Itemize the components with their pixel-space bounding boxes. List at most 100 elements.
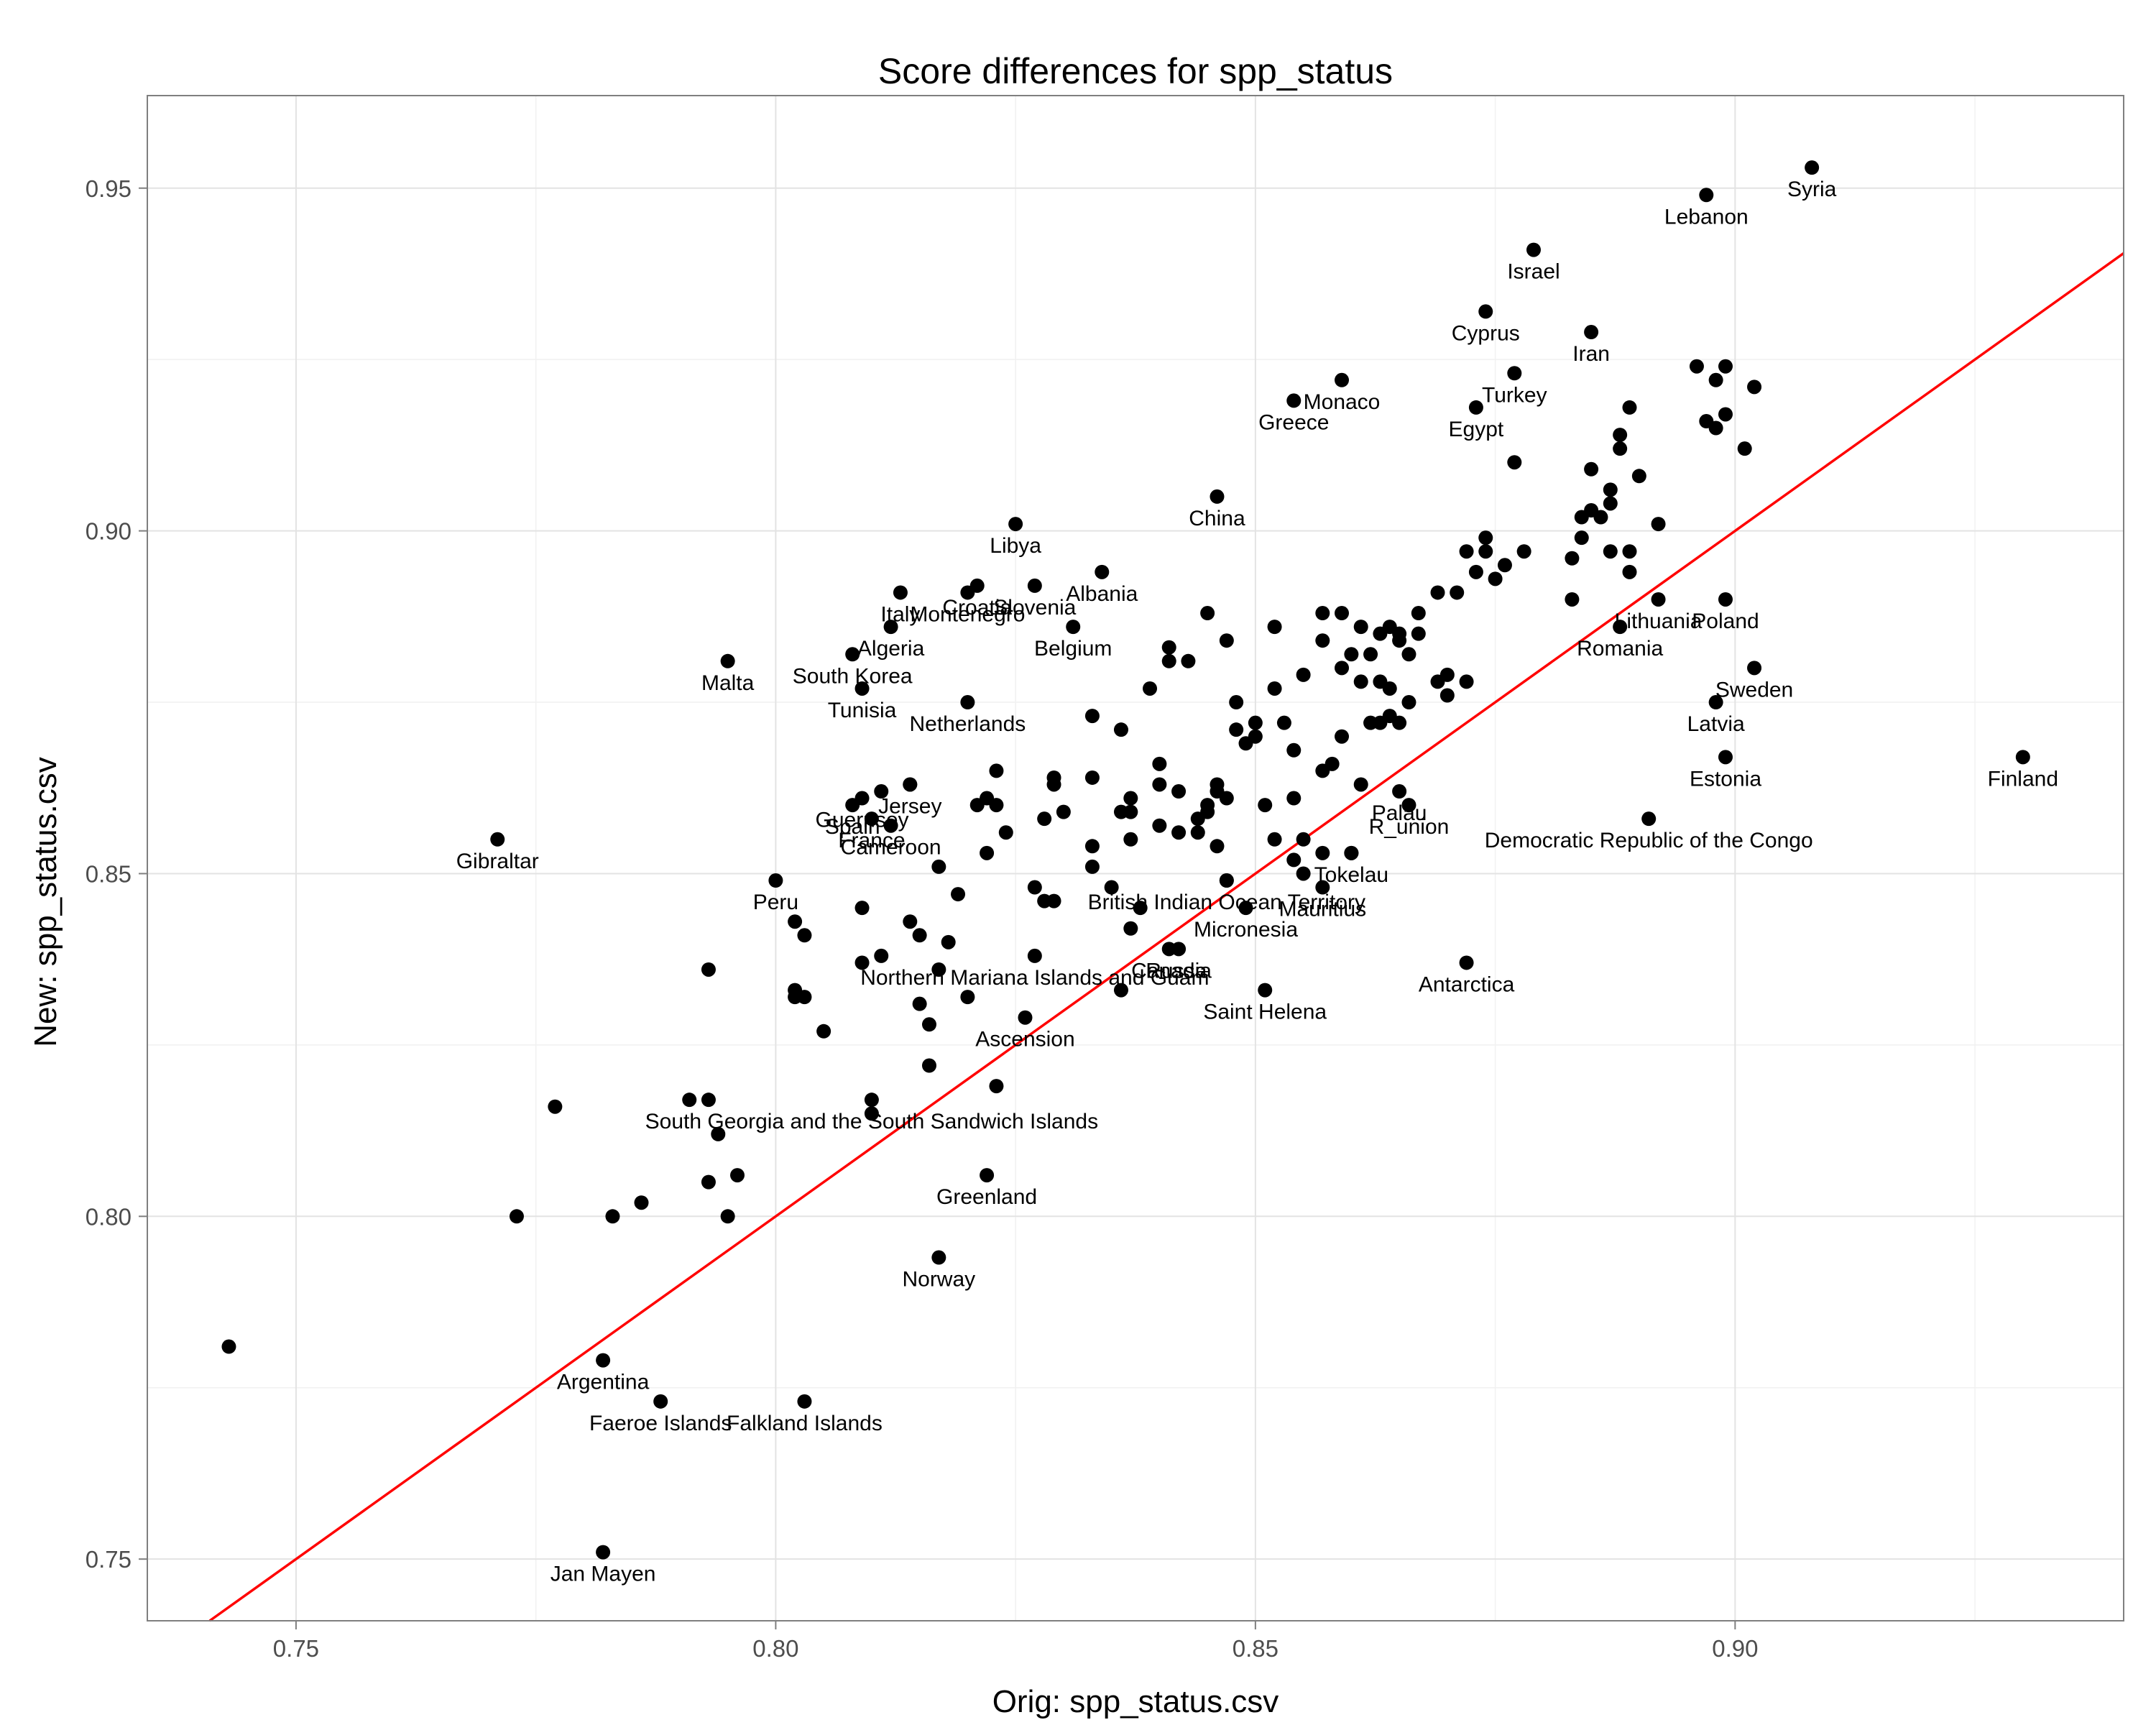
data-point (1459, 544, 1474, 559)
data-point (634, 1195, 649, 1210)
data-point (1296, 667, 1311, 682)
data-point (797, 1394, 812, 1409)
point-label: Faeroe Islands (589, 1412, 732, 1435)
data-point (221, 1339, 236, 1354)
data-point (1584, 325, 1599, 340)
data-point (1335, 729, 1350, 744)
data-point (701, 1092, 716, 1108)
point-label: Cyprus (1452, 321, 1520, 345)
data-point (1113, 983, 1128, 998)
data-point (1392, 633, 1407, 648)
data-point (854, 955, 870, 970)
data-point (883, 620, 898, 635)
data-point (1171, 784, 1187, 799)
data-point (548, 1099, 563, 1114)
data-point (931, 859, 946, 874)
data-point (921, 1017, 936, 1032)
data-point (682, 1092, 697, 1108)
data-point (1468, 400, 1483, 415)
data-point (1286, 852, 1302, 868)
data-point (941, 934, 956, 949)
data-point (596, 1353, 611, 1368)
data-point (1622, 400, 1637, 415)
data-point (1181, 653, 1196, 668)
data-point (1718, 592, 1733, 607)
point-label: Palau (1372, 801, 1427, 825)
y-tick-label: 0.85 (86, 860, 132, 887)
data-point (1411, 606, 1426, 621)
data-point (1267, 620, 1282, 635)
data-point (509, 1209, 524, 1224)
data-point (1123, 804, 1138, 819)
point-label: Russia (1146, 959, 1212, 983)
data-point (1622, 544, 1637, 559)
data-point (1296, 832, 1311, 847)
data-point (1286, 791, 1302, 806)
x-tick-label: 0.75 (273, 1635, 319, 1662)
x-tick-label: 0.90 (1712, 1635, 1758, 1662)
data-point (864, 1106, 879, 1121)
data-point (1066, 620, 1081, 635)
point-label: China (1189, 507, 1245, 530)
data-point (960, 695, 975, 710)
point-label: Norway (902, 1268, 975, 1292)
data-point (1737, 441, 1752, 456)
point-label: Spain (825, 815, 880, 839)
data-point (720, 1209, 735, 1224)
data-point (1238, 901, 1253, 916)
data-point (729, 1168, 745, 1183)
data-point (1027, 948, 1042, 963)
data-point (989, 763, 1004, 778)
data-point (1478, 544, 1493, 559)
data-point (989, 798, 1004, 813)
data-point (912, 928, 927, 943)
data-point (998, 825, 1013, 840)
data-point (1161, 653, 1176, 668)
data-point (1133, 901, 1148, 916)
data-point (720, 653, 735, 668)
data-point (1478, 530, 1493, 546)
data-point (1286, 393, 1302, 408)
point-label: South Korea (793, 664, 913, 688)
data-point (1459, 955, 1474, 970)
data-point (1143, 681, 1158, 696)
data-point (1651, 592, 1666, 607)
point-label: Finland (1988, 767, 2058, 791)
data-point (1411, 626, 1426, 641)
data-point (1152, 756, 1167, 771)
data-point (1296, 866, 1311, 881)
data-point (1084, 709, 1100, 724)
data-point (1747, 380, 1762, 395)
data-point (1718, 407, 1733, 422)
data-point (980, 845, 995, 860)
data-point (912, 996, 927, 1011)
data-point (1613, 441, 1628, 456)
x-tick-label: 0.80 (752, 1635, 798, 1662)
data-point (921, 1058, 936, 1073)
data-point (1267, 681, 1282, 696)
data-point (1046, 777, 1061, 792)
data-point (797, 990, 812, 1005)
data-point (1200, 804, 1215, 819)
data-point (854, 681, 870, 696)
data-point (1430, 585, 1445, 600)
data-point (1497, 558, 1512, 573)
point-label: Albania (1066, 582, 1138, 606)
data-point (490, 832, 505, 847)
y-axis-ticks: 0.75 0.80 0.85 0.90 0.95 (86, 175, 147, 1573)
data-point (816, 1024, 831, 1039)
data-point (1622, 564, 1637, 579)
data-point (1152, 818, 1167, 833)
data-point (1708, 372, 1723, 387)
data-point (653, 1394, 668, 1409)
data-point (1210, 839, 1225, 854)
point-label: Jersey (878, 794, 941, 818)
point-label: Estonia (1690, 767, 1761, 791)
y-tick-label: 0.75 (86, 1546, 132, 1573)
data-point (1315, 880, 1330, 895)
data-point (1315, 633, 1330, 648)
data-point (989, 1079, 1004, 1094)
data-point (1219, 633, 1234, 648)
data-point (980, 1168, 995, 1183)
